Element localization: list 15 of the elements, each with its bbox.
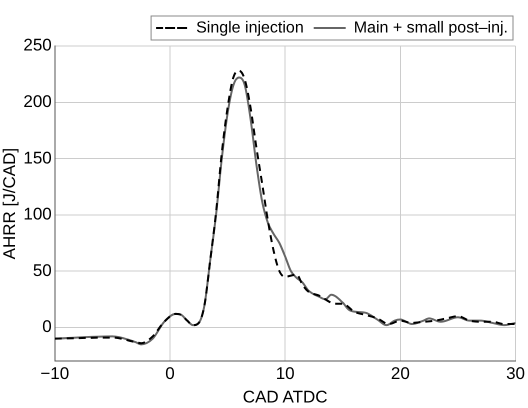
y-tick-label: 100 bbox=[23, 204, 52, 224]
y-tick-label: 200 bbox=[23, 92, 52, 111]
legend-label: Single injection bbox=[196, 19, 304, 36]
x-tick-label: 30 bbox=[506, 364, 526, 384]
x-tick-label: −10 bbox=[40, 364, 70, 384]
legend-label: Main + small post–inj. bbox=[354, 19, 508, 36]
x-axis-title: CAD ATDC bbox=[242, 387, 328, 406]
y-tick-label: 150 bbox=[23, 148, 52, 168]
y-tick-label: 0 bbox=[42, 317, 52, 336]
y-tick-label: 50 bbox=[32, 260, 52, 280]
x-tick-label: 20 bbox=[390, 364, 410, 384]
y-tick-label: 250 bbox=[23, 36, 52, 55]
x-tick-label: 0 bbox=[165, 364, 175, 384]
x-tick-label: 10 bbox=[276, 364, 295, 384]
y-axis-title: AHRR [J/CAD] bbox=[0, 148, 19, 260]
